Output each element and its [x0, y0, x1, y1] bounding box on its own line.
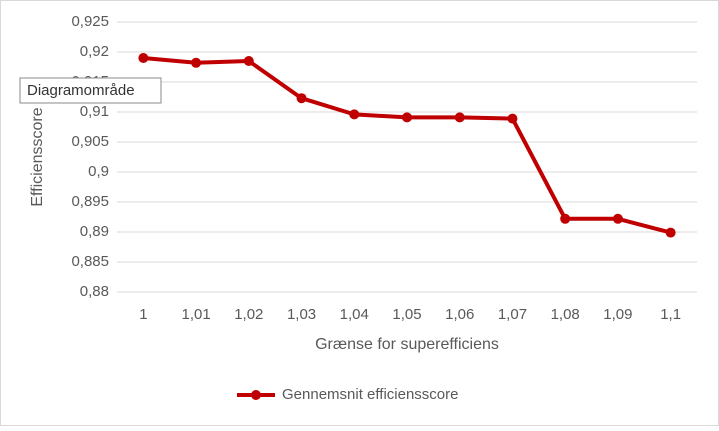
legend-label: Gennemsnit efficiensscore [282, 386, 458, 403]
point [349, 109, 360, 120]
x-tick-label: 1,04 [340, 306, 369, 323]
y-axis-title: Efficiensscore [29, 107, 46, 206]
y-tick-label: 0,92 [80, 43, 109, 60]
legend-marker [251, 390, 261, 400]
x-tick-label: 1,06 [445, 306, 474, 323]
y-tick-label: 0,885 [71, 253, 109, 270]
x-tick-label: 1,02 [234, 306, 263, 323]
y-tick-label: 0,91 [80, 103, 109, 120]
point [507, 113, 518, 124]
point [296, 93, 307, 104]
x-tick-label: 1 [139, 306, 147, 323]
y-tick-label: 0,89 [80, 223, 109, 240]
y-tick-label: 0,9 [88, 163, 109, 180]
point [454, 112, 465, 123]
plot-area [117, 21, 697, 293]
y-tick-label: 0,925 [71, 13, 109, 30]
tooltip-box [19, 77, 162, 104]
x-tick-label: 1,1 [660, 306, 681, 323]
x-tick-label: 1,05 [392, 306, 421, 323]
y-tick-label: 0,88 [80, 283, 109, 300]
point [402, 112, 412, 123]
x-tick-label: 1,09 [603, 306, 632, 323]
point [138, 53, 149, 63]
x-tick-label: 1,08 [551, 306, 580, 323]
x-tick-label: 1,01 [181, 306, 210, 323]
point [612, 213, 623, 224]
y-tick-label: 0,905 [71, 133, 109, 150]
point [665, 227, 676, 238]
x-tick-label: 1,03 [287, 306, 316, 323]
tooltip-text: Diagramområde [27, 82, 135, 99]
x-axis-title: Grænse for superefficiens [315, 336, 499, 353]
y-tick-label: 0,895 [71, 193, 109, 210]
point [191, 57, 202, 68]
point [243, 56, 254, 66]
point [560, 213, 571, 224]
x-tick-label: 1,07 [498, 306, 527, 323]
